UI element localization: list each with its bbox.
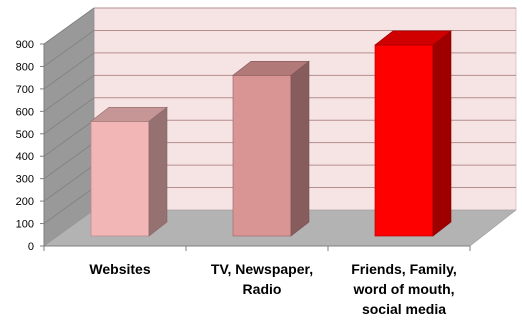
side-wall xyxy=(43,7,95,247)
bar-top xyxy=(374,30,452,46)
gridline-side xyxy=(43,97,95,135)
x-tick-label-line: word of mouth, xyxy=(352,281,454,297)
bar-top xyxy=(90,106,168,122)
x-axis: Websites TV, Newspaper, Radio Friends, Fami… xyxy=(43,245,471,317)
y-tick-label: 800 xyxy=(16,61,34,73)
y-tick-label: 0 xyxy=(28,241,34,253)
gridline-side xyxy=(43,75,95,112)
gridline-side xyxy=(43,187,95,224)
gridline-side xyxy=(43,164,95,202)
y-tick-label: 300 xyxy=(16,174,34,186)
gridline-side xyxy=(43,30,95,67)
bar-top xyxy=(232,60,310,76)
y-tick-label: 400 xyxy=(16,151,34,163)
gridline-side xyxy=(43,7,95,45)
x-tick-label-line: Friends, Family, xyxy=(351,261,457,277)
bar-side xyxy=(432,30,452,237)
x-tick-label-line: Websites xyxy=(89,261,150,277)
bar-front xyxy=(90,120,150,237)
bar xyxy=(90,106,168,237)
bar-side xyxy=(148,106,168,237)
gridline-side xyxy=(43,52,95,90)
y-tick-label: 600 xyxy=(16,106,34,118)
x-tick-label: Friends, Family, word of mouth, social med… xyxy=(351,261,457,317)
y-tick-label: 100 xyxy=(16,219,34,231)
gridline-side xyxy=(43,142,95,179)
gridline-side xyxy=(43,119,95,157)
bar xyxy=(232,60,310,237)
x-tick-label: TV, Newspaper, Radio xyxy=(211,261,313,297)
bar-side xyxy=(290,60,310,237)
x-tick-label-line: Radio xyxy=(243,281,282,297)
y-tick-label: 700 xyxy=(16,84,34,96)
bars xyxy=(90,30,452,237)
y-tick-label: 500 xyxy=(16,129,34,141)
y-tick-label: 200 xyxy=(16,196,34,208)
x-tick-label-line: TV, Newspaper, xyxy=(211,261,313,277)
x-tick-label: Websites xyxy=(89,261,150,277)
bar-front xyxy=(232,74,292,237)
bar xyxy=(374,30,452,237)
x-tick-label-line: social media xyxy=(362,301,446,317)
bar-front xyxy=(374,44,434,237)
y-axis: 0 100 200 300 400 500 600 700 800 900 xyxy=(16,39,45,253)
y-tick-label: 900 xyxy=(16,39,34,51)
